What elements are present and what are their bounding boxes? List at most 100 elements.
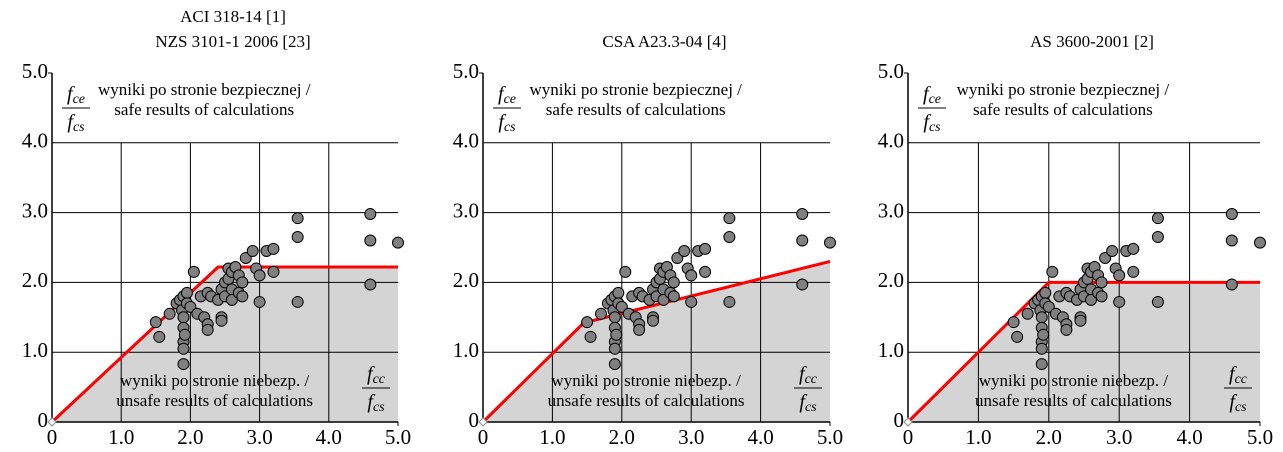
subscript: ce [73, 92, 85, 107]
x-tick-label: 3.0 [678, 425, 704, 449]
x-tick-label: 1.0 [965, 425, 991, 449]
data-point [149, 316, 162, 329]
fraction-part: fcc [1229, 363, 1248, 388]
data-point [723, 231, 736, 244]
symbol: f [67, 83, 75, 105]
x-tick-label: 2.0 [609, 425, 635, 449]
data-point [667, 276, 680, 289]
y-tick-label: 0 [894, 408, 905, 432]
symbol: f [498, 111, 506, 133]
fraction-part: fcs [367, 391, 385, 416]
data-point [364, 207, 377, 220]
x-tick-label: 0 [478, 425, 489, 449]
data-point [267, 242, 280, 255]
data-point [1225, 234, 1238, 247]
y-tick-label: 1.0 [878, 338, 904, 362]
y-tick-label: 3.0 [453, 198, 479, 222]
fraction-part: fcs [923, 111, 941, 136]
data-point [1095, 290, 1108, 303]
symbol: f [367, 391, 375, 413]
safe-annotation: safe results of calculations [546, 100, 726, 119]
data-point [1085, 293, 1098, 306]
x-tick-label: 2.0 [177, 425, 203, 449]
chart-title: ACI 318-14 [1] [180, 7, 286, 26]
subscript: cc [805, 372, 818, 387]
symbol: f [799, 391, 807, 413]
data-point [1254, 236, 1266, 249]
fraction-part: fcs [67, 111, 85, 136]
data-point [1046, 265, 1059, 278]
data-point [1035, 311, 1048, 324]
data-point [594, 307, 607, 320]
data-point [796, 234, 809, 247]
data-point [1127, 265, 1140, 278]
data-point [633, 323, 646, 336]
data-point [364, 234, 377, 247]
data-point [1095, 276, 1108, 289]
data-point [608, 342, 621, 355]
subscript: cs [929, 120, 941, 135]
data-point [647, 314, 660, 327]
fraction-part: fce [923, 83, 941, 108]
data-point [1113, 295, 1126, 308]
chart-title: CSA A23.3-04 [4] [602, 32, 726, 51]
symbol: f [923, 111, 931, 133]
data-point [1113, 269, 1126, 282]
fraction-part: fcs [1229, 391, 1247, 416]
data-point [1099, 251, 1112, 264]
safe-annotation: safe results of calculations [973, 100, 1153, 119]
data-point [612, 286, 625, 299]
y-tick-label: 3.0 [22, 198, 48, 222]
symbol: f [1229, 363, 1237, 385]
data-point [685, 295, 698, 308]
data-point [177, 311, 190, 324]
safe-annotation: safe results of calculations [114, 100, 294, 119]
subscript: cs [1235, 400, 1247, 415]
data-point [253, 269, 266, 282]
unsafe-area [52, 267, 398, 422]
y-tick-label: 2.0 [22, 268, 48, 292]
y-tick-label: 0 [38, 408, 49, 432]
data-point [1037, 328, 1050, 341]
data-point [723, 295, 736, 308]
y-tick-label: 4.0 [878, 129, 904, 153]
data-point [619, 265, 632, 278]
y-tick-label: 4.0 [453, 129, 479, 153]
data-point [699, 265, 712, 278]
y-tick-label: 2.0 [878, 268, 904, 292]
subscript: cs [73, 120, 85, 135]
chart-subtitle: NZS 3101-1 2006 [23] [155, 32, 310, 51]
x-tick-label: 4.0 [316, 425, 342, 449]
x-tick-label: 3.0 [1106, 425, 1132, 449]
data-point [178, 328, 191, 341]
data-point [796, 207, 809, 220]
data-point [608, 311, 621, 324]
data-point [699, 242, 712, 255]
y-tick-label: 4.0 [22, 129, 48, 153]
data-point [608, 358, 621, 371]
subscript: cc [373, 372, 386, 387]
symbol: f [67, 111, 75, 133]
data-point [291, 212, 304, 225]
y-tick-label: 5.0 [878, 59, 904, 83]
data-point [1011, 330, 1024, 343]
subscript: cs [504, 120, 516, 135]
data-point [723, 212, 736, 225]
unsafe-annotation: unsafe results of calculations [975, 391, 1172, 410]
data-point [824, 236, 836, 249]
data-point [177, 358, 190, 371]
unsafe-annotation: wyniki po stronie niebezp. / [120, 371, 310, 390]
x-tick-label: 4.0 [747, 425, 773, 449]
data-point [153, 330, 166, 343]
data-point [1060, 323, 1073, 336]
data-point [180, 286, 193, 299]
data-point [236, 276, 249, 289]
x-tick-label: 2.0 [1036, 425, 1062, 449]
data-point [1021, 307, 1034, 320]
unsafe-area [483, 261, 830, 422]
